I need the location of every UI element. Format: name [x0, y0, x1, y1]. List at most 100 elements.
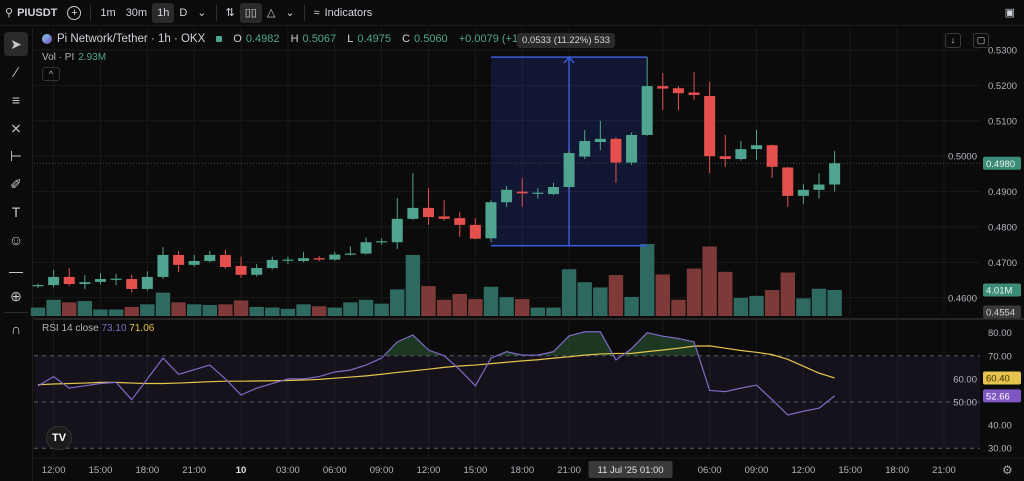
candle-body [751, 145, 763, 150]
time-axis-label: 21:00 [557, 465, 581, 476]
search-icon: ⚲ [5, 7, 14, 19]
volume-bar [77, 301, 93, 316]
magnet-icon[interactable]: ∩ [10, 321, 22, 337]
fib-retracement-icon[interactable]: ≡ [11, 92, 21, 108]
candle-body [360, 242, 372, 254]
measure-icon[interactable]: ⊢ [9, 147, 23, 164]
candle-body [126, 279, 138, 289]
chart-background [34, 28, 1024, 481]
divider [90, 4, 92, 21]
candle-body [797, 189, 809, 196]
interval-30m[interactable]: 30m [125, 6, 148, 19]
symbol-search-button[interactable]: ⚲ PIUSDT [0, 3, 62, 23]
download-arrow-icon[interactable]: ↓ [945, 33, 961, 48]
rsi-line [37, 331, 835, 416]
candle-body [610, 138, 622, 163]
candle-body [766, 145, 778, 167]
interval-chevron-down-icon[interactable]: ⌄ [197, 7, 207, 19]
crosshair-time-badge-bg [588, 461, 673, 478]
volume-bar [515, 299, 530, 316]
volume-bar [749, 295, 764, 316]
emoji-icon[interactable]: ☺ [8, 232, 24, 248]
volume-bar [593, 287, 608, 316]
candle-body [298, 258, 310, 261]
collapse-legend-button[interactable]: ^ [42, 67, 60, 81]
volume-bar [265, 307, 280, 316]
ruler-icon[interactable]: ⎼ [9, 259, 23, 276]
volume-bar [233, 300, 249, 316]
market-open-dot-icon [216, 36, 223, 42]
crosshair-time-label: 11 Jul '25 01:00 [598, 465, 664, 476]
candle-body [829, 163, 841, 185]
time-axis-label: 09:00 [370, 465, 394, 476]
volume-bar [405, 254, 421, 316]
indicators-label: Indicators [324, 6, 373, 19]
interval-d[interactable]: D [179, 6, 188, 19]
compare-symbol-button[interactable]: + [62, 3, 86, 23]
volume-bar [468, 299, 483, 316]
time-axis-label: 06:00 [698, 465, 722, 476]
zoom-in-icon[interactable]: ⊕ [10, 287, 22, 304]
volume-bar [140, 304, 155, 316]
rsi-ma-badge-bg [983, 371, 1021, 385]
interval-1h[interactable]: 1h [152, 2, 175, 23]
time-axis-label: 12:00 [417, 465, 441, 476]
volume-bar [311, 306, 327, 316]
candle-body [266, 259, 278, 269]
tradingview-logo[interactable]: TV [46, 426, 72, 450]
price-axis-label: 0.4900 [988, 187, 1017, 198]
cursor-icon[interactable]: ➤ [4, 32, 28, 56]
volume-bar [827, 289, 842, 316]
volume-bar [483, 286, 499, 316]
current-price-badge: 0.4980 [986, 159, 1015, 170]
time-axis-label: 21:00 [932, 465, 956, 476]
brush-icon[interactable]: ✐ [10, 175, 22, 192]
volume-bar [499, 297, 514, 316]
area-style-icon[interactable]: △ [266, 7, 276, 19]
candle-body [813, 184, 825, 190]
volume-bar [327, 307, 342, 316]
pattern-icon[interactable]: ⨯ [10, 119, 22, 136]
time-axis-label: 03:00 [276, 465, 300, 476]
time-axis-label: 15:00 [463, 465, 487, 476]
interval-1m[interactable]: 1m [100, 6, 116, 19]
candle-body [204, 254, 216, 261]
volume-bar [655, 274, 670, 316]
volume-bar [249, 306, 264, 316]
volume-bar [608, 275, 624, 316]
trend-line-icon[interactable]: ∕ [14, 64, 18, 80]
plus-circle-icon: + [67, 5, 82, 20]
volume-bar [390, 289, 405, 316]
camera-icon[interactable]: ▣ [1004, 7, 1015, 19]
time-axis-label: 10 [236, 465, 247, 476]
low-value: L 0.4975 [347, 33, 392, 45]
candle-body [454, 218, 466, 225]
volume-bar [30, 307, 46, 316]
candle-body [423, 207, 434, 218]
rsi-ma-line [37, 345, 835, 386]
symbol-label: PIUSDT [17, 6, 58, 19]
chart-type-chevron-down-icon[interactable]: ⌄ [285, 7, 295, 19]
volume-bar [811, 288, 827, 316]
candles-style-icon[interactable]: ▯▯ [239, 2, 262, 23]
candle-body [94, 279, 106, 282]
divider [4, 312, 28, 313]
divider [215, 4, 217, 21]
indicators-button[interactable]: ≈ Indicators [309, 3, 378, 23]
volume-legend: Vol · PI 2.93M [42, 52, 107, 63]
volume-bar [671, 299, 686, 316]
price-axis-label: 0.4800 [988, 223, 1017, 234]
volume-bar [62, 302, 77, 316]
divider [303, 4, 305, 21]
fullscreen-icon[interactable]: ▢ [973, 33, 989, 48]
candle-body [438, 216, 450, 219]
bars-style-icon[interactable]: ⇅ [225, 7, 235, 19]
volume-bar [343, 302, 358, 316]
time-axis-label: 15:00 [838, 465, 862, 476]
text-icon[interactable]: T [11, 204, 21, 220]
volume-bar [639, 243, 655, 316]
volume-bar [686, 268, 702, 316]
settings-gear-icon[interactable]: ⚙ [1002, 463, 1013, 477]
price-axis-label: 0.5000 [948, 152, 977, 163]
